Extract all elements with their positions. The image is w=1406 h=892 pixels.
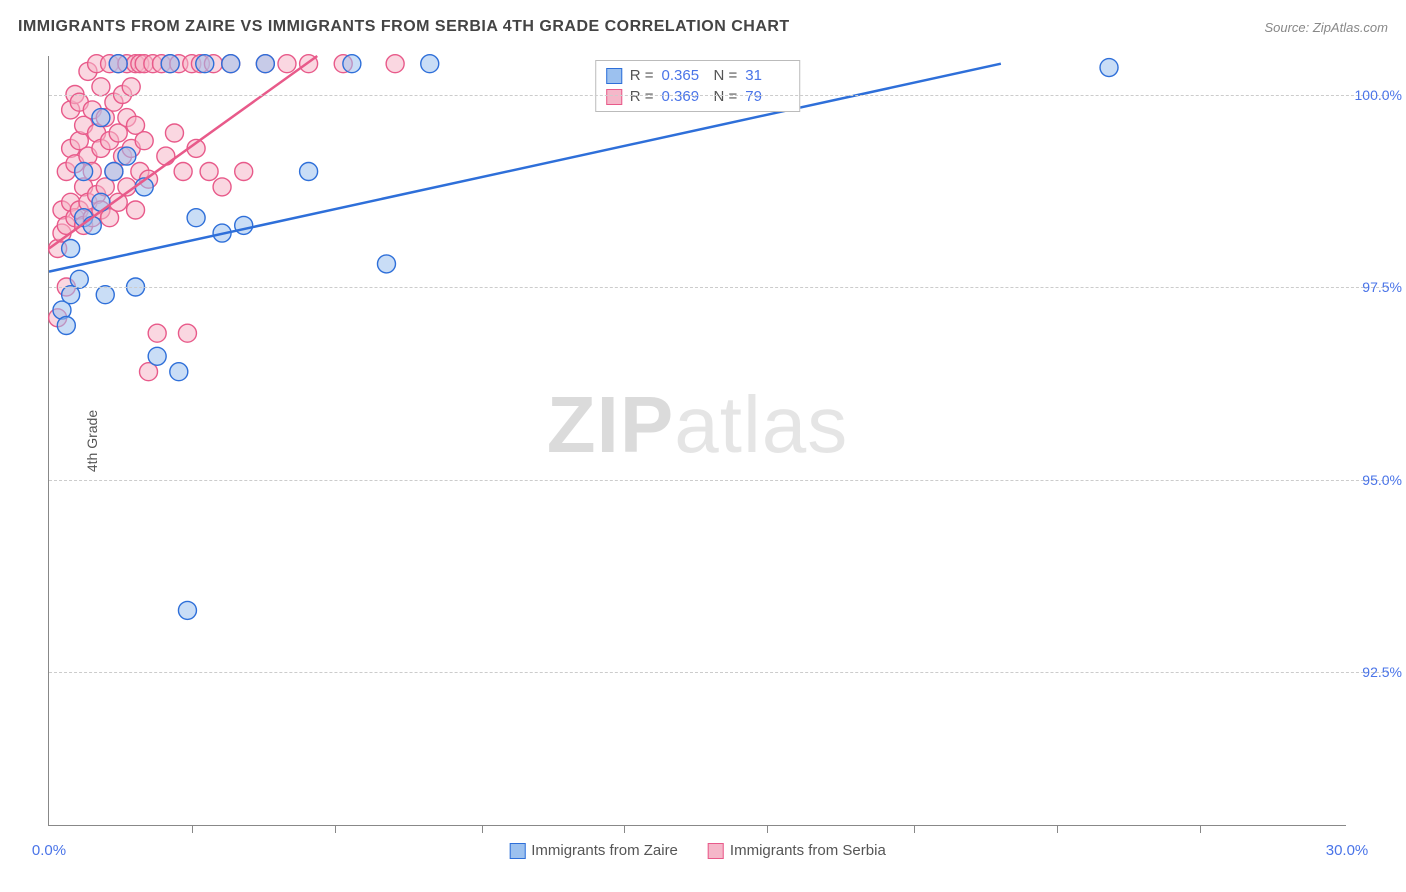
legend-swatch-serbia <box>708 843 724 859</box>
xtick <box>767 825 768 833</box>
ytick-label: 92.5% <box>1362 664 1402 680</box>
ytick-label: 95.0% <box>1362 472 1402 488</box>
chart-title: IMMIGRANTS FROM ZAIRE VS IMMIGRANTS FROM… <box>18 18 790 36</box>
data-point <box>300 163 318 181</box>
data-point <box>148 347 166 365</box>
ytick-label: 97.5% <box>1362 279 1402 295</box>
xtick <box>1200 825 1201 833</box>
data-point <box>62 240 80 258</box>
stats-n-label: N = <box>714 67 738 84</box>
data-point <box>421 55 439 73</box>
data-point <box>170 363 188 381</box>
data-point <box>157 147 175 165</box>
bottom-legend: Immigrants from Zaire Immigrants from Se… <box>509 842 886 859</box>
ytick-label: 100.0% <box>1355 87 1402 103</box>
stats-n-serbia: 79 <box>745 88 789 105</box>
stats-r-serbia: 0.369 <box>662 88 706 105</box>
data-point <box>222 55 240 73</box>
stats-r-label: R = <box>630 88 654 105</box>
stats-r-zaire: 0.365 <box>662 67 706 84</box>
data-point <box>200 163 218 181</box>
swatch-serbia <box>606 89 622 105</box>
data-point <box>343 55 361 73</box>
source-attribution: Source: ZipAtlas.com <box>1264 20 1388 35</box>
xtick <box>1057 825 1058 833</box>
xtick-label: 30.0% <box>1326 842 1369 859</box>
data-point <box>386 55 404 73</box>
data-point <box>83 216 101 234</box>
xtick <box>192 825 193 833</box>
data-point <box>135 132 153 150</box>
source-name: ZipAtlas.com <box>1313 20 1388 35</box>
chart-svg <box>49 56 1346 825</box>
data-point <box>213 178 231 196</box>
data-point <box>161 55 179 73</box>
legend-label-serbia: Immigrants from Serbia <box>730 842 886 859</box>
data-point <box>109 55 127 73</box>
data-point <box>178 324 196 342</box>
data-point <box>92 109 110 127</box>
data-point <box>235 163 253 181</box>
stats-n-zaire: 31 <box>745 67 789 84</box>
data-point <box>1100 59 1118 77</box>
data-point <box>96 286 114 304</box>
data-point <box>278 55 296 73</box>
data-point <box>187 209 205 227</box>
data-point <box>196 55 214 73</box>
gridline <box>49 287 1389 288</box>
source-prefix: Source: <box>1264 20 1312 35</box>
legend-item-zaire: Immigrants from Zaire <box>509 842 678 859</box>
legend-label-zaire: Immigrants from Zaire <box>531 842 678 859</box>
data-point <box>57 317 75 335</box>
data-point <box>127 201 145 219</box>
data-point <box>75 163 93 181</box>
data-point <box>256 55 274 73</box>
legend-item-serbia: Immigrants from Serbia <box>708 842 886 859</box>
xtick <box>624 825 625 833</box>
data-point <box>118 147 136 165</box>
xtick <box>335 825 336 833</box>
data-point <box>377 255 395 273</box>
data-point <box>122 78 140 96</box>
gridline <box>49 672 1389 673</box>
stats-r-label: R = <box>630 67 654 84</box>
stats-legend-box: R = 0.365 N = 31 R = 0.369 N = 79 <box>595 60 801 112</box>
data-point <box>70 270 88 288</box>
legend-swatch-zaire <box>509 843 525 859</box>
gridline <box>49 480 1389 481</box>
plot-area: 4th Grade ZIPatlas R = 0.365 N = 31 R = … <box>48 56 1346 826</box>
data-point <box>174 163 192 181</box>
data-point <box>92 193 110 211</box>
data-point <box>178 601 196 619</box>
data-point <box>165 124 183 142</box>
stats-row-zaire: R = 0.365 N = 31 <box>606 65 790 86</box>
stats-row-serbia: R = 0.369 N = 79 <box>606 86 790 107</box>
xtick <box>482 825 483 833</box>
swatch-zaire <box>606 68 622 84</box>
xtick-label: 0.0% <box>32 842 66 859</box>
data-point <box>92 78 110 96</box>
data-point <box>148 324 166 342</box>
stats-n-label: N = <box>714 88 738 105</box>
data-point <box>105 163 123 181</box>
xtick <box>914 825 915 833</box>
gridline <box>49 95 1389 96</box>
